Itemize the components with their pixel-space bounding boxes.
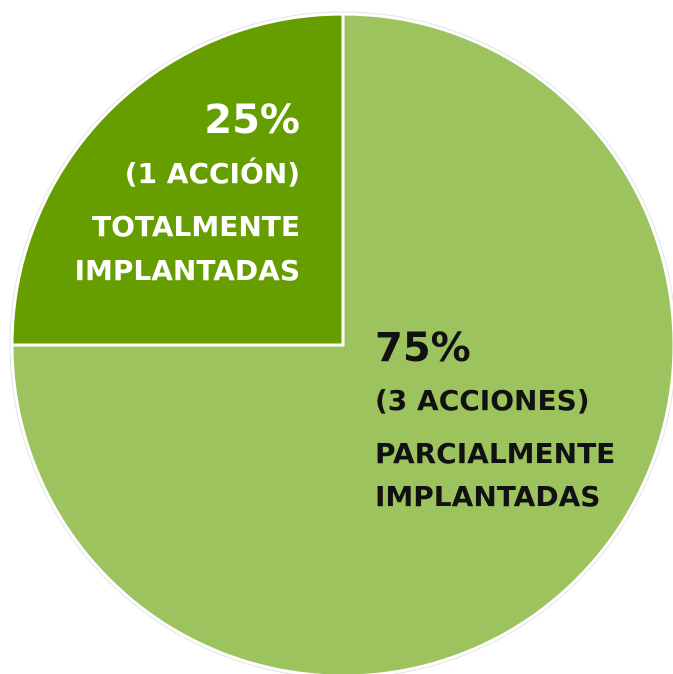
annotation: (3 ACCIONES) (375, 384, 590, 417)
pie-slice (10, 12, 345, 347)
category-label: PARCIALMENTE (375, 437, 615, 470)
category-label: IMPLANTADAS (375, 480, 600, 513)
category-label: TOTALMENTE (92, 210, 300, 243)
category-label: IMPLANTADAS (75, 254, 300, 287)
value-label: 75% (375, 325, 471, 371)
pie-slice (10, 12, 673, 674)
value-label: 25% (204, 97, 300, 143)
annotation: (1 ACCIÓN) (125, 156, 300, 190)
